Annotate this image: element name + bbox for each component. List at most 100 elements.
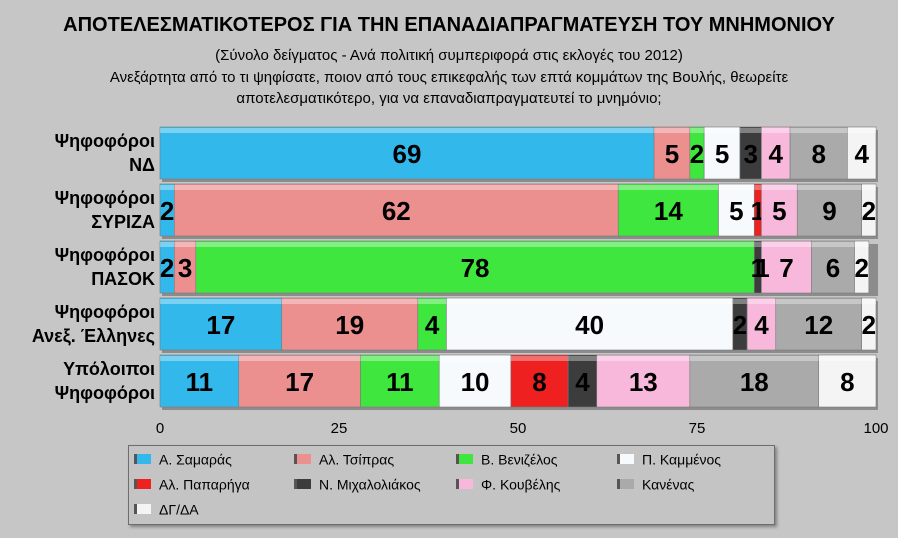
bar-highlight [761, 242, 812, 247]
bar-value-label: 11 [386, 367, 414, 397]
category-label: Ψηφοφόροι [55, 383, 155, 403]
legend-swatch [456, 479, 473, 490]
bar-segment [703, 126, 741, 180]
legend-item: Κανένας [617, 475, 694, 492]
bar-segment [617, 183, 719, 237]
bar-highlight [160, 299, 282, 304]
bar-value-label: 5 [729, 196, 743, 226]
category-label: Ψηφοφόροι [55, 302, 155, 322]
legend-item: Β. Βενιζέλος [456, 450, 558, 467]
bar-value-label: 5 [715, 139, 729, 169]
bar-highlight [790, 128, 848, 133]
bar-segment [818, 354, 877, 408]
category-label: ΝΔ [129, 155, 155, 175]
chart-subtitle-line-2: Ανεξάρτητα από το τι ψηφίσατε, ποιον από… [109, 69, 789, 86]
bar-highlight [732, 299, 748, 304]
bar-value-label: 4 [575, 367, 590, 397]
x-tick-label: 100 [863, 420, 888, 437]
bar-segment [775, 297, 862, 351]
bar-highlight [861, 299, 876, 304]
bar-highlight [818, 356, 876, 361]
bar-highlight [689, 128, 705, 133]
legend-item: Α. Σαμαράς [134, 450, 232, 467]
bar-segment [159, 297, 283, 351]
bar-value-label: 19 [335, 310, 364, 340]
bar-segment [653, 126, 691, 180]
bar-segment [811, 240, 855, 294]
bar-highlight [811, 242, 855, 247]
bar-value-label: 2 [160, 253, 174, 283]
bar-segment [689, 354, 820, 408]
bar-value-label: 17 [285, 367, 314, 397]
bar-value-label: 11 [186, 367, 214, 397]
bar-value-label: 2 [854, 253, 868, 283]
bar-value-label: 8 [811, 139, 825, 169]
bar-segment [761, 183, 798, 237]
bar-value-label: 2 [733, 310, 747, 340]
legend: Α. Σαμαράς Αλ. Τσίπρας Β. Βενιζέλος Π. Καμμ… [128, 445, 775, 525]
bar-highlight [761, 128, 791, 133]
legend-swatch [456, 454, 473, 465]
bar-highlight [174, 242, 196, 247]
category-label: Υπόλοιποι [63, 359, 155, 379]
bar-value-label: 13 [629, 367, 658, 397]
bar-highlight [446, 299, 733, 304]
bar-segment [746, 297, 777, 351]
bar-segment [847, 126, 877, 180]
bar-segment [854, 240, 870, 294]
legend-label: Ν. Μιχαλολιάκος [319, 476, 421, 493]
legend-label: Αλ. Τσίπρας [319, 451, 395, 468]
bar-highlight [510, 356, 569, 361]
bar-highlight [847, 128, 876, 133]
bar-highlight [854, 242, 869, 247]
bar-highlight [281, 299, 418, 304]
bar-value-label: 62 [382, 196, 411, 226]
x-tick-label: 0 [156, 420, 164, 437]
bar-highlight [596, 356, 690, 361]
bar-highlight [160, 356, 239, 361]
bar-value-label: 5 [665, 139, 679, 169]
legend-label: Αλ. Παπαρήγα [159, 476, 250, 493]
bar-value-label: 69 [393, 139, 422, 169]
bar-value-label: 8 [840, 367, 854, 397]
bar-segment [761, 126, 791, 180]
bar-highlight [160, 128, 655, 133]
bar-segment [796, 183, 862, 237]
bar-highlight [797, 185, 862, 190]
bar-segment [438, 354, 512, 408]
bar-segment [238, 354, 361, 408]
bar-segment [861, 183, 877, 237]
bar-segment [718, 183, 755, 237]
legend-item: Π. Καμμένος [617, 450, 721, 467]
bar-highlight [238, 356, 361, 361]
bar-value-label: 9 [822, 196, 836, 226]
category-label: Ψηφοφόροι [55, 131, 155, 151]
bar-value-label: 12 [804, 310, 833, 340]
bar-highlight [360, 356, 440, 361]
bar-segment [789, 126, 848, 180]
legend-swatch [294, 479, 311, 490]
bar-segment [360, 354, 440, 408]
bar-segment [159, 126, 655, 180]
bar-value-label: 4 [769, 139, 784, 169]
bar-segment [195, 240, 755, 294]
legend-label: Α. Σαμαράς [159, 451, 232, 468]
legend-label: Κανένας [642, 476, 695, 493]
bar-highlight [754, 242, 762, 247]
x-tick-label: 25 [331, 420, 348, 437]
legend-swatch [134, 504, 151, 515]
bar-segment [861, 297, 877, 351]
legend-swatch [134, 479, 151, 490]
bar-segment [761, 240, 812, 294]
legend-swatch [617, 479, 634, 490]
legend-item: Αλ. Τσίπρας [294, 450, 394, 467]
bar-value-label: 8 [532, 367, 546, 397]
bar-value-label: 5 [772, 196, 786, 226]
bar-value-label: 2 [862, 310, 876, 340]
bar-highlight [654, 128, 690, 133]
bar-segment [159, 354, 240, 408]
chart-title: ΑΠΟΤΕΛΕΣΜΑΤΙΚΟΤΕΡΟΣ ΓΙΑ ΤΗΝ ΕΠΑΝΑΔΙΑΠΡΑΓ… [63, 14, 835, 36]
bar-highlight [775, 299, 862, 304]
legend-item: ΔΓ/ΔΑ [134, 500, 199, 517]
